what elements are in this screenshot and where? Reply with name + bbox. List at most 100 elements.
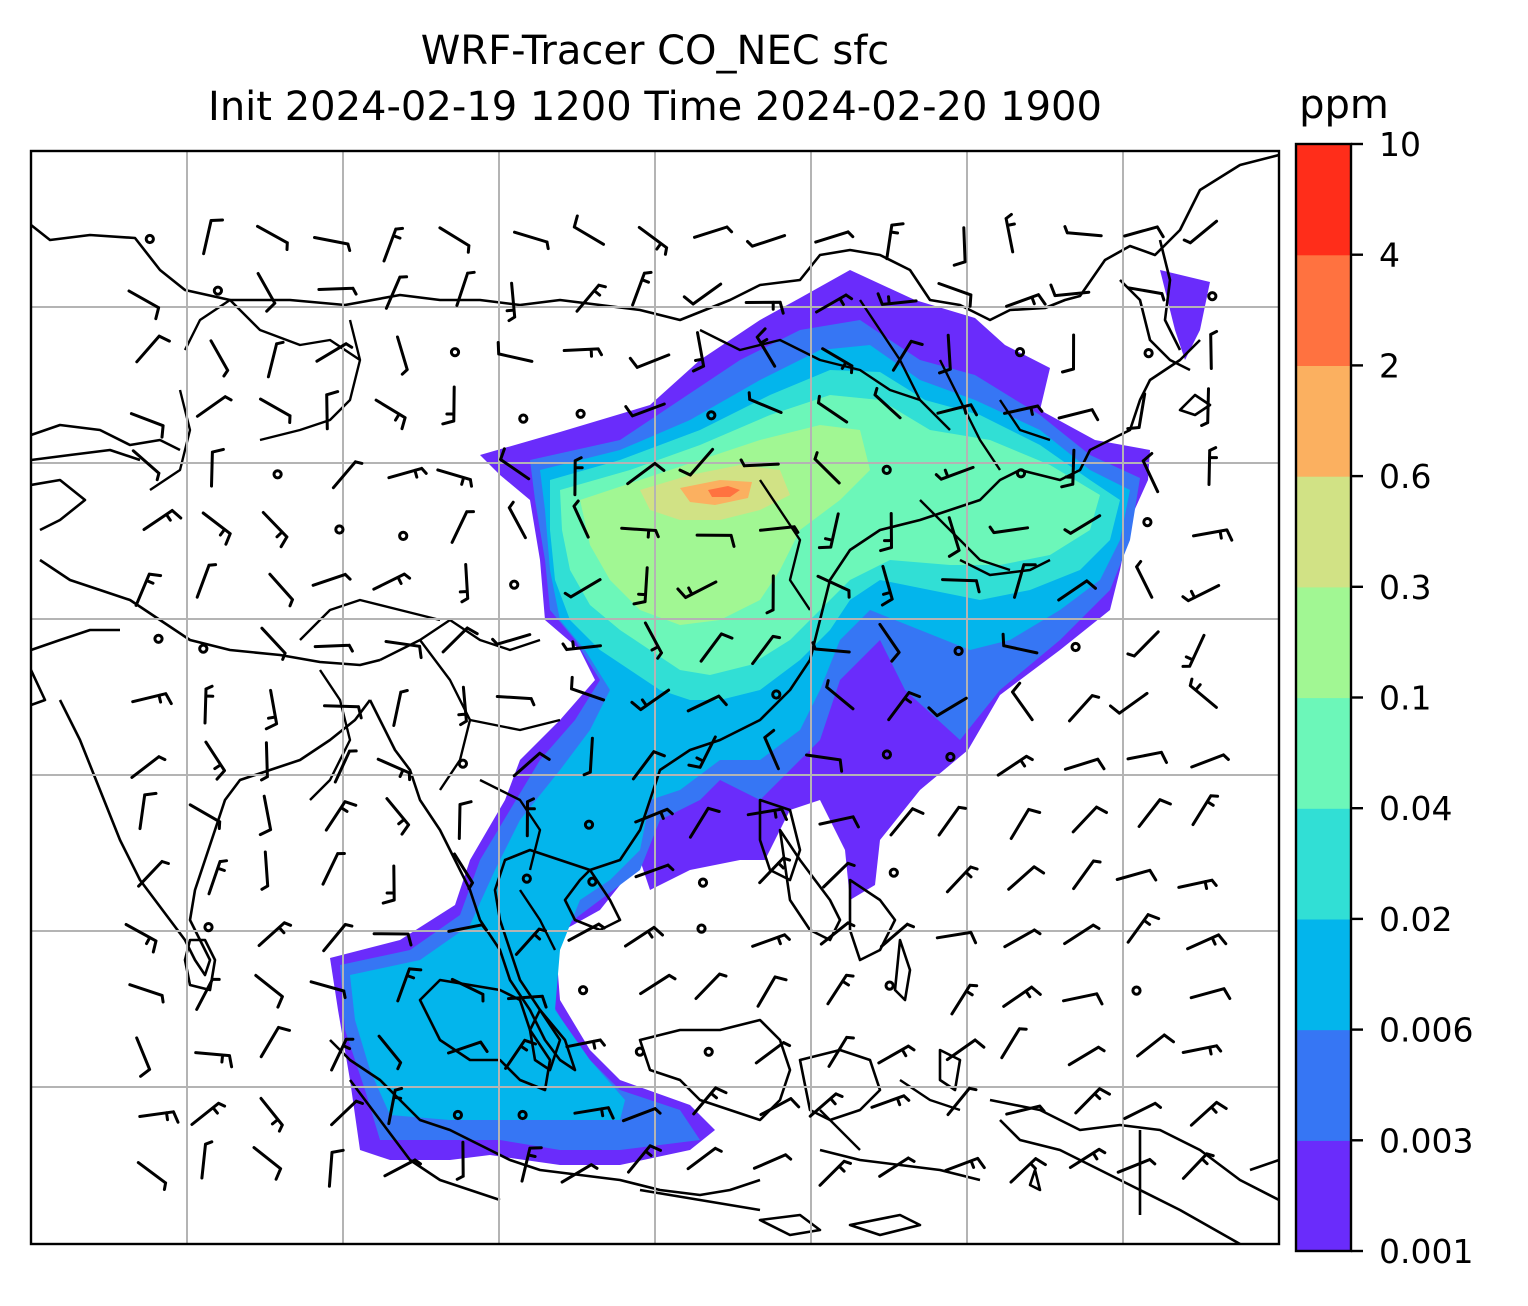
- wind-barb: [313, 643, 354, 653]
- wind-barb: [1126, 913, 1161, 944]
- calm-wind-marker: [1207, 291, 1218, 302]
- wind-barb: [382, 226, 404, 263]
- wind-barb: [1011, 681, 1034, 722]
- colorbar-segments: [1296, 144, 1351, 1252]
- wind-barb: [927, 696, 968, 718]
- wind-barb: [819, 921, 856, 946]
- wind-barb: [396, 335, 409, 376]
- calm-wind-marker: [575, 408, 586, 419]
- calm-wind-marker: [697, 877, 709, 888]
- wind-barb: [873, 386, 902, 420]
- calm-wind-marker: [1014, 347, 1026, 358]
- wind-barb: [816, 574, 851, 599]
- wind-barb: [746, 234, 787, 248]
- wind-barb: [377, 1034, 403, 1071]
- calm-wind-marker: [334, 524, 345, 535]
- wind-barb: [372, 932, 413, 947]
- wind-barb: [643, 621, 663, 660]
- wind-barb: [763, 728, 780, 771]
- wind-barb: [1049, 283, 1091, 298]
- wind-barb: [499, 447, 531, 481]
- wind-barb: [631, 750, 666, 781]
- calm-wind-marker: [771, 689, 782, 700]
- wind-barb: [1057, 579, 1097, 602]
- calm-wind-marker: [212, 285, 223, 296]
- colorbar-segment: [1296, 365, 1351, 477]
- wind-barb: [996, 754, 1034, 777]
- wind-barb: [759, 525, 800, 534]
- wind-barb: [259, 1096, 284, 1133]
- wind-barb: [686, 1146, 723, 1171]
- wind-barb: [1062, 992, 1104, 1006]
- wind-barb: [739, 458, 780, 468]
- wind-barb: [261, 511, 289, 549]
- wind-barb: [938, 333, 952, 375]
- wind-barb: [190, 1101, 227, 1126]
- wind-barb: [678, 447, 715, 477]
- wind-barb: [1061, 333, 1076, 374]
- wind-barb: [1192, 528, 1234, 542]
- wind-barb: [746, 807, 788, 821]
- wind-barb: [682, 282, 723, 306]
- colorbar-ticks: 0.001 0.003 0.006 0.02 0.04 0.1 0.3 0.6 2 4 10: [1351, 125, 1473, 1271]
- wind-barb: [128, 983, 165, 1004]
- wind-barb: [323, 704, 363, 720]
- wind-barb: [505, 281, 517, 323]
- wind-barb: [384, 640, 423, 660]
- wind-barb: [582, 736, 594, 777]
- wind-barb: [827, 1035, 855, 1068]
- wind-barb: [1005, 293, 1047, 308]
- wind-barb: [142, 509, 183, 531]
- wind-barb: [941, 578, 981, 594]
- wind-barb: [135, 334, 171, 364]
- wind-barb: [436, 468, 473, 488]
- wind-barb: [507, 994, 548, 1009]
- wind-barb: [257, 921, 293, 947]
- chart-subtitle: Init 2024-02-19 1200 Time 2024-02-20 190…: [208, 84, 1102, 130]
- colorbar-tick-label: 4: [1379, 236, 1400, 275]
- wind-barb: [811, 641, 851, 654]
- wind-barb: [259, 397, 292, 424]
- wind-barb: [870, 1094, 911, 1109]
- wind-barb: [450, 510, 475, 544]
- plume-level-9: [708, 486, 740, 497]
- wind-barb: [695, 533, 736, 548]
- colorbar-segment: [1296, 1029, 1351, 1141]
- colorbar-segment: [1296, 254, 1351, 366]
- wind-barb: [372, 572, 412, 591]
- wind-barb: [135, 1036, 152, 1078]
- wind-barb: [1189, 987, 1232, 1000]
- calm-wind-marker: [1070, 641, 1081, 653]
- wind-barb: [268, 572, 294, 608]
- wind-barb: [376, 757, 412, 782]
- wind-barb: [1181, 584, 1221, 603]
- wind-barb: [826, 973, 855, 1006]
- wind-barb: [1068, 1147, 1107, 1169]
- wind-barb: [1001, 632, 1039, 655]
- wind-barb: [201, 511, 232, 546]
- wind-barb: [634, 863, 675, 879]
- wind-barb: [1181, 633, 1206, 668]
- calm-wind-marker: [583, 819, 595, 830]
- wind-barb: [209, 339, 230, 378]
- wind-barb: [1067, 1045, 1106, 1067]
- wind-barb: [688, 806, 721, 839]
- wind-barb: [455, 1140, 465, 1181]
- wind-barb: [1072, 859, 1102, 891]
- wind-barb: [385, 797, 411, 836]
- colorbar-tick-label: 0.02: [1379, 900, 1452, 939]
- wind-barb: [383, 1158, 422, 1178]
- wind-barb: [934, 465, 975, 481]
- wind-barb: [891, 339, 924, 372]
- wind-barb: [1177, 878, 1218, 890]
- wind-barb: [491, 633, 532, 646]
- calm-wind-marker: [953, 645, 964, 657]
- wind-barb: [887, 691, 922, 722]
- wind-barb: [570, 675, 606, 702]
- colorbar-segment: [1296, 586, 1351, 699]
- wind-barb: [567, 922, 606, 942]
- wind-barb: [756, 975, 788, 1008]
- calm-wind-marker: [884, 980, 895, 991]
- calm-wind-marker: [272, 469, 283, 480]
